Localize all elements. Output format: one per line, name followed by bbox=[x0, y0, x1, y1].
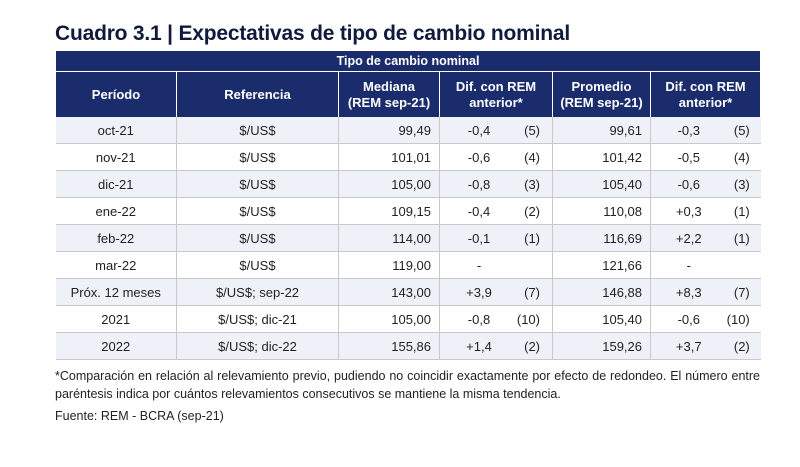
table-row: nov-21 $/US$ 101,01 -0,6 (4) 101,42 -0,5(… bbox=[55, 143, 761, 171]
cell-mediana: 114,00 bbox=[338, 224, 440, 252]
cell-dif-promedio: -0,3 (5) bbox=[650, 117, 761, 144]
col-header-mediana: Mediana (REM sep-21) bbox=[338, 71, 440, 117]
table-row: Próx. 12 meses $/US$; sep-22 143,00 +3,9… bbox=[55, 278, 761, 306]
cell-mediana: 105,00 bbox=[338, 305, 440, 333]
cell-dif-promedio: +0,3 (1) bbox=[650, 197, 761, 225]
table-row: feb-22 $/US$ 114,00 -0,1 (1) 116,69 +2,2(… bbox=[55, 224, 761, 252]
cell-dif-mediana: +1,4 (2) bbox=[439, 332, 553, 360]
cell-promedio: 105,40 bbox=[552, 170, 651, 198]
cell-promedio: 101,42 bbox=[552, 143, 651, 171]
cell-promedio: 159,26 bbox=[552, 332, 651, 360]
table-band-header: Tipo de cambio nominal bbox=[54, 51, 762, 72]
table-row: dic-21 $/US$ 105,00 -0,8 (3) 105,40 -0,6(… bbox=[55, 170, 761, 198]
table-title: Cuadro 3.1 | Expectativas de tipo de cam… bbox=[55, 22, 570, 45]
cell-periodo: feb-22 bbox=[55, 224, 177, 252]
cell-periodo: 2021 bbox=[55, 305, 177, 333]
cell-referencia: $/US$; sep-22 bbox=[176, 278, 339, 306]
col-header-dif-promedio: Dif. con REM anterior* bbox=[649, 71, 762, 117]
cell-dif-promedio: - bbox=[650, 251, 761, 279]
cell-promedio: 121,66 bbox=[552, 251, 651, 279]
cell-dif-mediana: -0,8 (3) bbox=[439, 170, 553, 198]
table-row: ene-22 $/US$ 109,15 -0,4 (2) 110,08 +0,3(… bbox=[55, 197, 761, 225]
cell-promedio: 99,61 bbox=[552, 117, 651, 144]
exchange-rate-table: Tipo de cambio nominal Período Referenci… bbox=[54, 51, 762, 360]
table-row: mar-22 $/US$ 119,00 - 121,66 - bbox=[55, 251, 761, 279]
cell-referencia: $/US$ bbox=[176, 117, 339, 144]
cell-referencia: $/US$ bbox=[176, 143, 339, 171]
cell-dif-mediana: -0,1 (1) bbox=[439, 224, 553, 252]
cell-promedio: 146,88 bbox=[552, 278, 651, 306]
cell-mediana: 109,15 bbox=[338, 197, 440, 225]
col-header-referencia: Referencia bbox=[176, 71, 339, 117]
cell-dif-promedio: +3,7 (2) bbox=[650, 332, 761, 360]
cell-periodo: 2022 bbox=[55, 332, 177, 360]
table-row: 2022 $/US$; dic-22 155,86 +1,4 (2) 159,26… bbox=[55, 332, 761, 360]
cell-referencia: $/US$; dic-21 bbox=[176, 305, 339, 333]
table-footnote: *Comparación en relación al relevamiento… bbox=[55, 369, 760, 401]
cell-dif-mediana: -0,4 (2) bbox=[439, 197, 553, 225]
cell-dif-mediana: -0,8 (10) bbox=[439, 305, 553, 333]
cell-referencia: $/US$ bbox=[176, 224, 339, 252]
cell-referencia: $/US$ bbox=[176, 170, 339, 198]
cell-mediana: 155,86 bbox=[338, 332, 440, 360]
cell-promedio: 116,69 bbox=[552, 224, 651, 252]
cell-mediana: 99,49 bbox=[338, 117, 440, 144]
cell-dif-promedio: +8,3 (7) bbox=[650, 278, 761, 306]
cell-referencia: $/US$ bbox=[176, 197, 339, 225]
cell-mediana: 119,00 bbox=[338, 251, 440, 279]
col-header-promedio: Promedio (REM sep-21) bbox=[552, 71, 651, 117]
cell-dif-promedio: +2,2 (1) bbox=[650, 224, 761, 252]
cell-promedio: 105,40 bbox=[552, 305, 651, 333]
col-header-dif-mediana: Dif. con REM anterior* bbox=[439, 71, 553, 117]
cell-periodo: mar-22 bbox=[55, 251, 177, 279]
cell-dif-mediana: +3,9 (7) bbox=[439, 278, 553, 306]
cell-periodo: dic-21 bbox=[55, 170, 177, 198]
cell-periodo: Próx. 12 meses bbox=[55, 278, 177, 306]
cell-mediana: 105,00 bbox=[338, 170, 440, 198]
cell-promedio: 110,08 bbox=[552, 197, 651, 225]
cell-dif-mediana: - bbox=[439, 251, 553, 279]
cell-mediana: 143,00 bbox=[338, 278, 440, 306]
cell-dif-promedio: -0,6 (3) bbox=[650, 170, 761, 198]
cell-referencia: $/US$; dic-22 bbox=[176, 332, 339, 360]
cell-dif-mediana: -0,6 (4) bbox=[439, 143, 553, 171]
table-row: oct-21 $/US$ 99,49 -0,4 (5) 99,61 -0,3 (5) bbox=[55, 117, 761, 144]
table-row: 2021 $/US$; dic-21 105,00 -0,8 (10) 105,4… bbox=[55, 305, 761, 333]
cell-dif-promedio: -0,5 (4) bbox=[650, 143, 761, 171]
cell-periodo: oct-21 bbox=[55, 117, 177, 144]
table-source: Fuente: REM - BCRA (sep-21) bbox=[55, 409, 224, 423]
cell-referencia: $/US$ bbox=[176, 251, 339, 279]
cell-dif-mediana: -0,4 (5) bbox=[439, 117, 553, 144]
cell-periodo: ene-22 bbox=[55, 197, 177, 225]
cell-mediana: 101,01 bbox=[338, 143, 440, 171]
cell-periodo: nov-21 bbox=[55, 143, 177, 171]
cell-dif-promedio: -0,6 (10) bbox=[650, 305, 761, 333]
col-header-periodo: Período bbox=[55, 71, 177, 117]
